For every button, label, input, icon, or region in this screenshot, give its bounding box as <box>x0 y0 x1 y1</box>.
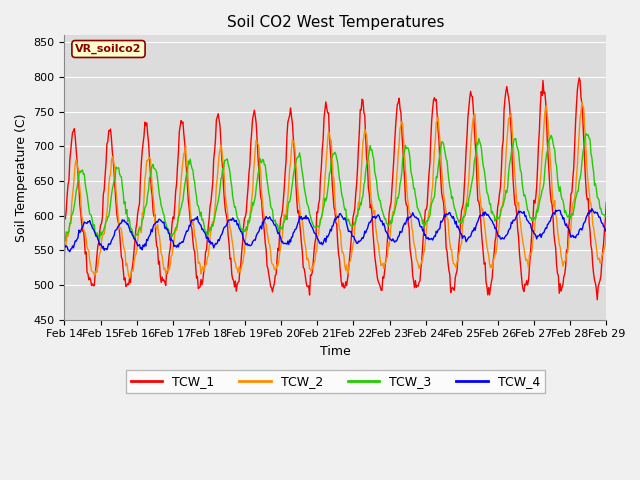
TCW_1 <box>200 269 207 275</box>
TCW_3 <box>61 238 69 244</box>
Legend: TCW_1, TCW_2, TCW_3, TCW_4: TCW_1, TCW_2, TCW_3, TCW_4 <box>126 370 545 393</box>
TCW_1 <box>156 273 164 279</box>
TCW_4 <box>423 236 431 241</box>
TCW_1 <box>468 94 476 99</box>
TCW_2 <box>578 99 586 105</box>
TCW_1 <box>602 200 610 205</box>
TCW_2 <box>157 251 165 257</box>
TCW_2 <box>201 264 209 270</box>
Line: TCW_2: TCW_2 <box>65 102 606 278</box>
TCW_2 <box>125 275 133 281</box>
TCW_2 <box>381 262 388 267</box>
Y-axis label: Soil Temperature (C): Soil Temperature (C) <box>15 113 28 242</box>
TCW_1 <box>306 292 314 298</box>
TCW_1 <box>593 297 601 302</box>
TCW_4 <box>66 249 74 254</box>
TCW_2 <box>423 220 431 226</box>
Text: VR_soilco2: VR_soilco2 <box>76 44 141 54</box>
Line: TCW_4: TCW_4 <box>65 209 606 252</box>
TCW_2 <box>602 227 610 232</box>
Line: TCW_3: TCW_3 <box>65 134 606 241</box>
TCW_1 <box>575 75 583 81</box>
TCW_3 <box>307 213 314 219</box>
TCW_3 <box>423 218 431 224</box>
TCW_2 <box>470 115 477 120</box>
TCW_4 <box>61 241 68 247</box>
TCW_3 <box>470 172 477 178</box>
Line: TCW_1: TCW_1 <box>65 78 606 300</box>
TCW_3 <box>201 227 209 232</box>
TCW_4 <box>201 229 209 235</box>
TCW_1 <box>61 214 68 219</box>
TCW_3 <box>157 203 165 209</box>
TCW_2 <box>307 266 314 272</box>
TCW_3 <box>582 131 590 137</box>
Title: Soil CO2 West Temperatures: Soil CO2 West Temperatures <box>227 15 444 30</box>
TCW_4 <box>381 224 388 229</box>
TCW_3 <box>61 237 68 242</box>
TCW_4 <box>470 228 477 234</box>
TCW_4 <box>307 221 314 227</box>
X-axis label: Time: Time <box>320 345 351 358</box>
TCW_1 <box>422 207 430 213</box>
TCW_4 <box>157 218 165 224</box>
TCW_4 <box>602 228 610 234</box>
TCW_3 <box>602 212 610 217</box>
TCW_2 <box>61 254 68 260</box>
TCW_1 <box>380 276 388 281</box>
TCW_3 <box>381 216 388 222</box>
TCW_4 <box>588 206 596 212</box>
